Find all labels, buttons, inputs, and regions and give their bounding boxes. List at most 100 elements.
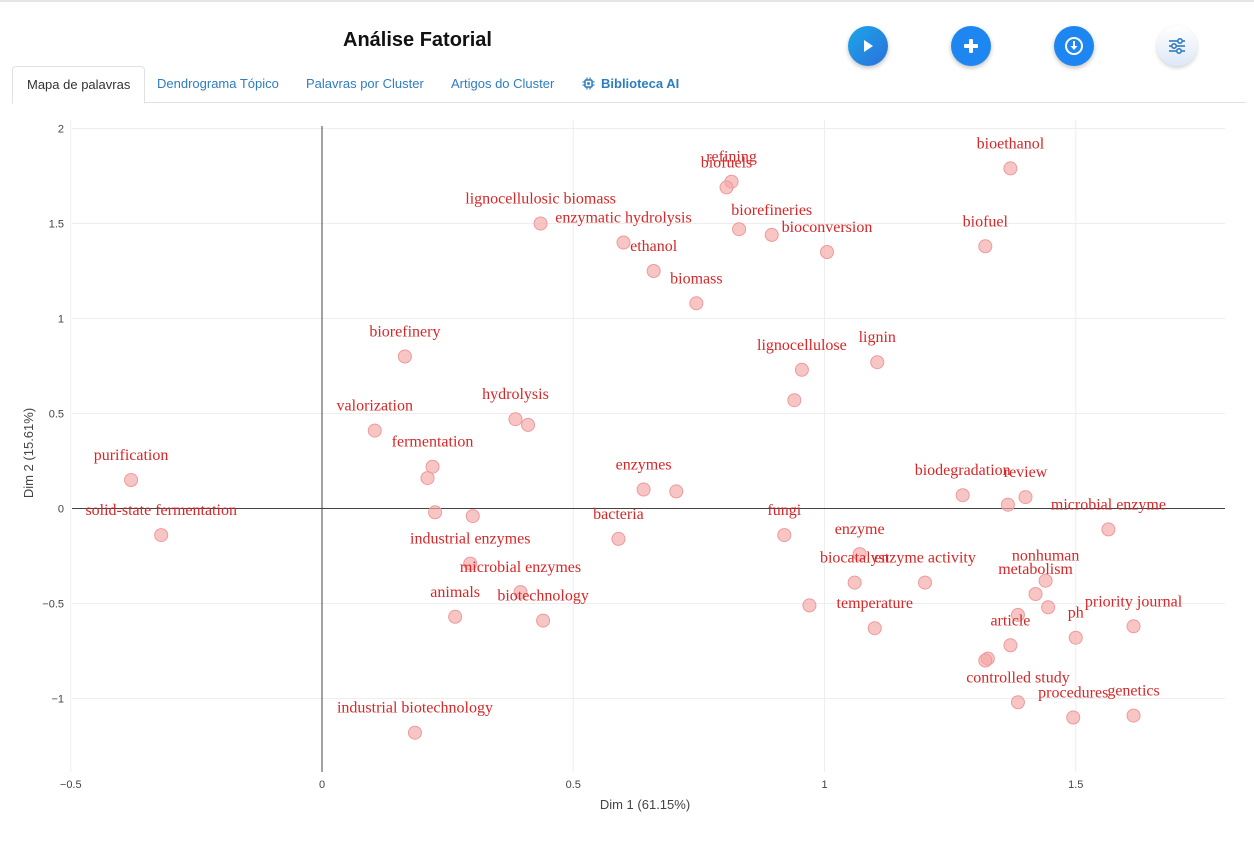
data-point [820,245,835,259]
sliders-icon [1169,37,1185,55]
data-point [508,412,523,427]
data-label: microbial enzymes [460,559,581,576]
data-label: bioethanol [977,135,1045,152]
data-point [463,556,478,571]
data-label: biorefineries [731,202,812,219]
data-point [1003,638,1018,653]
tab-label: Artigos do Cluster [451,76,555,91]
data-point [802,598,817,613]
data-point [1010,607,1025,622]
data-label: ph [1068,605,1084,622]
tab-palavras-por-cluster[interactable]: Palavras por Cluster [292,66,438,103]
data-label: industrial biotechnology [337,700,493,717]
x-axis-title: Dim 1 (61.15%) [600,797,690,812]
settings-button[interactable] [1157,26,1197,66]
data-label: industrial enzymes [410,531,530,548]
data-label: valorization [337,398,413,415]
data-point [425,459,440,474]
y-tick-label: 1 [58,314,64,326]
data-point [1038,573,1053,588]
x-tick-label: 0.5 [566,779,581,791]
data-label: biofuel [963,213,1009,230]
data-label: biorefinery [369,324,440,341]
data-label: solid-state fermentation [85,502,237,519]
data-point [536,613,551,628]
chip-icon [582,77,595,90]
data-point [1000,497,1015,512]
tab-dendrograma-topico[interactable]: Dendrograma Tópico [143,66,293,103]
data-point [448,609,463,624]
data-label: ethanol [630,238,678,255]
data-label: review [1004,464,1048,481]
data-label: hydrolysis [482,386,549,403]
data-point [1010,695,1025,710]
play-icon [864,40,873,52]
y-tick-label: 2 [58,124,64,136]
data-label: lignocellulose [757,337,847,354]
data-point [918,575,932,590]
data-label: animals [430,584,480,601]
tab-label: Palavras por Cluster [306,76,424,91]
data-label: fermentation [392,434,474,451]
data-label: nonhuman [1012,548,1080,565]
data-point [407,725,422,740]
y-axis-title: Dim 2 (15.61%) [21,408,36,498]
data-label: biodegradation [915,462,1011,479]
data-point [1041,600,1056,615]
data-point [852,547,867,562]
data-point [521,417,536,432]
data-label: temperature [837,595,913,612]
data-point [689,296,704,311]
data-label: microbial enzyme [1051,496,1166,513]
data-point [611,531,626,546]
y-tick-label: −0.5 [42,599,64,611]
data-point [124,473,139,487]
y-tick-label: 1.5 [49,219,64,231]
tab-bar: Mapa de palavras Dendrograma Tópico Pala… [12,66,1246,104]
data-point [719,180,734,195]
y-tick-label: −1 [51,694,64,706]
data-label: genetics [1107,683,1159,700]
data-point [1126,619,1141,634]
data-label: purification [94,447,169,464]
data-label: bioconversion [782,219,873,236]
data-point [616,235,631,250]
data-point [397,349,412,364]
download-button[interactable] [1054,26,1094,66]
play-button[interactable] [848,26,888,66]
data-point [732,222,747,237]
data-point [777,528,792,543]
data-label: lignocellulosic biomass [465,191,616,208]
tab-label: Dendrograma Tópico [157,76,279,91]
data-label: bacteria [593,506,644,523]
data-point [428,505,443,520]
tab-mapa-de-palavras[interactable]: Mapa de palavras [12,66,146,104]
data-point [513,585,528,600]
data-point [1126,708,1141,723]
data-point [978,239,993,254]
x-tick-label: 1 [821,779,827,791]
data-point [367,423,382,438]
tab-artigos-do-cluster[interactable]: Artigos do Cluster [437,66,568,103]
data-point [867,621,882,636]
data-label: enzyme [835,521,885,538]
data-point [787,393,802,408]
data-point [847,575,862,590]
add-button[interactable] [951,26,991,66]
data-label: biomass [670,270,722,287]
data-label: metabolism [998,561,1073,578]
data-label: enzymes [616,457,672,474]
data-label: enzyme activity [874,550,976,567]
tab-biblioteca-ai[interactable]: Biblioteca AI [568,66,693,103]
plus-icon [964,39,978,53]
data-point [1101,522,1116,537]
data-label: biotechnology [497,588,589,605]
data-label: article [990,612,1030,629]
data-point [1068,630,1083,645]
data-point [636,482,651,497]
x-tick-label: 0 [319,779,325,791]
data-point [764,227,779,242]
data-label: biofuels [701,154,753,171]
data-label: lignin [859,329,896,346]
